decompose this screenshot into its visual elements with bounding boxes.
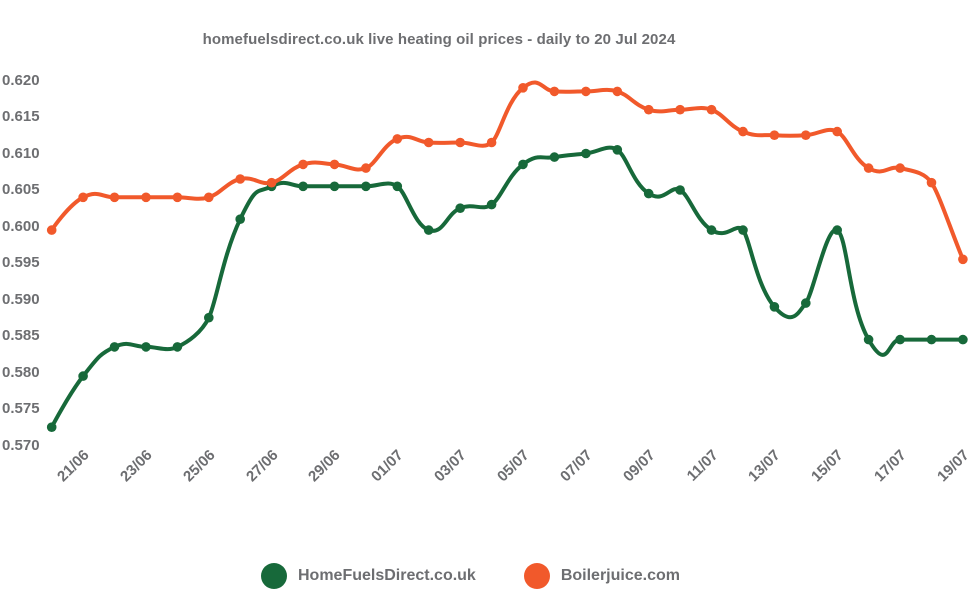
data-point-boilerjuice[interactable] [549, 86, 560, 97]
data-point-homefuelsdirect[interactable] [141, 342, 151, 352]
data-point-boilerjuice[interactable] [801, 130, 811, 140]
data-point-boilerjuice[interactable] [958, 254, 968, 265]
legend-item-boilerjuice[interactable]: Boilerjuice.com [523, 563, 680, 589]
data-point-boilerjuice[interactable] [455, 137, 466, 148]
y-axis-tick-label: 0.595 [2, 254, 40, 271]
data-point-boilerjuice[interactable] [204, 192, 214, 203]
data-point-boilerjuice[interactable] [46, 225, 57, 235]
data-point-homefuelsdirect[interactable] [329, 181, 340, 192]
data-point-boilerjuice[interactable] [298, 159, 308, 170]
data-point-boilerjuice[interactable] [78, 192, 88, 203]
y-axis-tick-label: 0.585 [2, 327, 40, 344]
series-line-boilerjuice [49, 80, 965, 262]
data-point-homefuelsdirect[interactable] [643, 188, 654, 199]
data-point-homefuelsdirect[interactable] [863, 334, 874, 345]
legend-label-homefuelsdirect: HomeFuelsDirect.co.uk [298, 567, 476, 584]
data-point-boilerjuice[interactable] [392, 134, 403, 144]
data-point-boilerjuice[interactable] [738, 126, 748, 137]
data-point-boilerjuice[interactable] [361, 163, 371, 173]
legend-label-boilerjuice: Boilerjuice.com [560, 567, 680, 584]
data-point-homefuelsdirect[interactable] [738, 225, 748, 235]
data-point-boilerjuice[interactable] [266, 177, 277, 188]
data-point-homefuelsdirect[interactable] [518, 159, 528, 170]
data-point-homefuelsdirect[interactable] [895, 334, 905, 345]
data-point-homefuelsdirect[interactable] [109, 342, 120, 352]
chart-title: homefuelsdirect.co.uk live heating oil p… [202, 31, 676, 48]
data-point-homefuelsdirect[interactable] [423, 225, 434, 235]
data-point-homefuelsdirect[interactable] [958, 334, 968, 345]
data-point-boilerjuice[interactable] [581, 86, 591, 97]
data-point-homefuelsdirect[interactable] [769, 302, 780, 312]
data-point-boilerjuice[interactable] [141, 192, 151, 203]
data-point-homefuelsdirect[interactable] [486, 199, 497, 210]
data-point-homefuelsdirect[interactable] [361, 181, 371, 192]
y-axis-tick-label: 0.610 [2, 144, 40, 162]
y-axis-tick-label: 0.600 [2, 217, 40, 235]
data-point-homefuelsdirect[interactable] [675, 185, 685, 195]
data-point-homefuelsdirect[interactable] [204, 312, 214, 323]
data-point-boilerjuice[interactable] [769, 130, 780, 140]
y-axis-tick-label: 0.615 [2, 108, 40, 125]
data-point-boilerjuice[interactable] [486, 137, 497, 148]
legend-item-homefuelsdirect[interactable]: HomeFuelsDirect.co.uk [261, 563, 476, 589]
y-axis-tick-label: 0.580 [2, 363, 40, 381]
data-point-homefuelsdirect[interactable] [926, 334, 937, 345]
y-axis-tick-label: 0.620 [2, 71, 40, 89]
data-point-boilerjuice[interactable] [895, 163, 905, 173]
data-point-boilerjuice[interactable] [675, 104, 685, 115]
data-point-boilerjuice[interactable] [172, 192, 183, 203]
data-point-boilerjuice[interactable] [423, 137, 434, 148]
data-point-boilerjuice[interactable] [926, 177, 937, 188]
data-point-boilerjuice[interactable] [863, 163, 874, 173]
data-point-boilerjuice[interactable] [235, 174, 245, 184]
data-point-homefuelsdirect[interactable] [298, 181, 308, 192]
y-axis-tick-label: 0.605 [2, 181, 40, 198]
data-point-boilerjuice[interactable] [518, 83, 528, 93]
data-point-boilerjuice[interactable] [329, 159, 340, 170]
homefuelsdirect-swatch-icon [261, 563, 287, 589]
data-point-homefuelsdirect[interactable] [78, 371, 88, 381]
y-axis-tick-label: 0.590 [2, 290, 40, 308]
boilerjuice-swatch-icon [523, 563, 550, 589]
data-point-homefuelsdirect[interactable] [581, 148, 591, 159]
y-axis-tick-label: 0.575 [2, 400, 40, 417]
data-point-homefuelsdirect[interactable] [612, 145, 623, 155]
data-point-homefuelsdirect[interactable] [235, 214, 245, 224]
data-point-homefuelsdirect[interactable] [706, 225, 717, 235]
data-point-homefuelsdirect[interactable] [46, 422, 57, 433]
data-point-homefuelsdirect[interactable] [455, 203, 466, 213]
data-point-boilerjuice[interactable] [612, 86, 623, 97]
y-axis-tick-label: 0.570 [2, 436, 40, 454]
series-line-homefuelsdirect [49, 145, 965, 430]
legend: HomeFuelsDirect.co.uk Boilerjuice.com [261, 563, 680, 589]
data-point-homefuelsdirect[interactable] [832, 225, 842, 235]
data-point-boilerjuice[interactable] [643, 104, 654, 115]
data-point-boilerjuice[interactable] [832, 126, 842, 137]
data-point-homefuelsdirect[interactable] [801, 298, 811, 308]
data-point-homefuelsdirect[interactable] [549, 152, 560, 162]
data-point-boilerjuice[interactable] [109, 192, 120, 203]
data-point-homefuelsdirect[interactable] [172, 342, 183, 352]
data-point-homefuelsdirect[interactable] [392, 181, 403, 192]
data-point-boilerjuice[interactable] [706, 104, 717, 115]
